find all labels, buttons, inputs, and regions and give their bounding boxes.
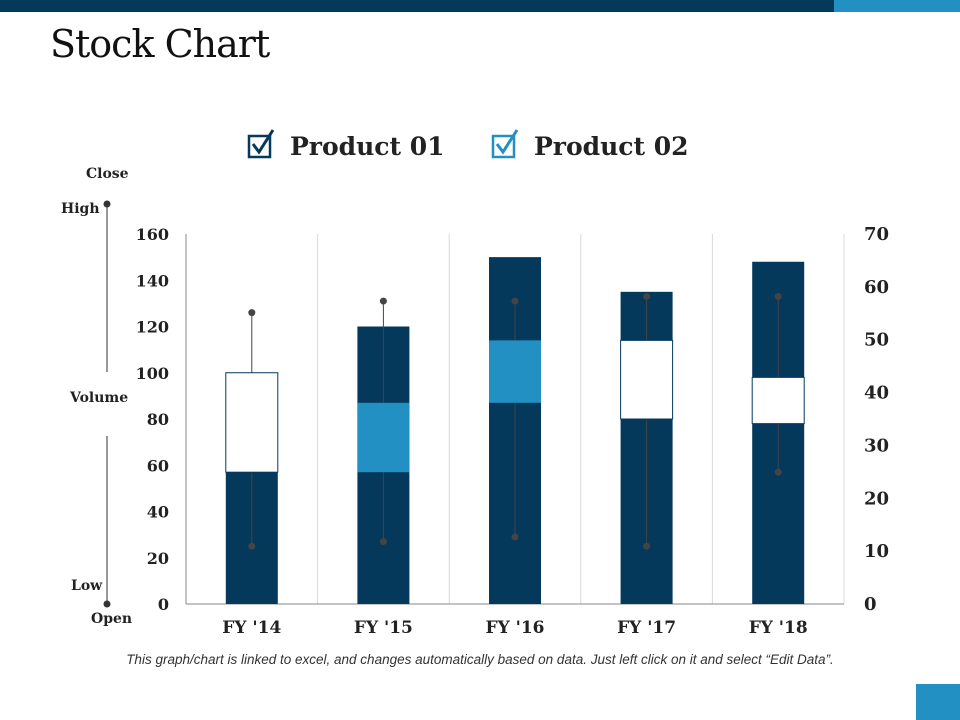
stock-key: Close High Volume Low Open [61,166,132,627]
y-left-tick-label: 0 [158,595,169,614]
candle-body [225,372,279,473]
high-marker [379,297,387,305]
legend-label: Product 02 [534,132,689,161]
y-right-tick-label: 0 [864,594,877,615]
candle-body [751,376,805,425]
x-tick-label: FY '16 [486,618,545,638]
checkbox-checked-icon [491,129,519,159]
y-left-tick-label: 40 [147,503,169,522]
candle-body [489,340,541,403]
y-right-tick-label: 10 [864,541,889,562]
top-accent-bar-light [834,0,960,12]
y-right-tick-label: 70 [864,224,889,245]
legend-item-product-02[interactable]: Product 02 [491,129,689,161]
y-right-tick-label: 50 [864,330,889,351]
y-left-tick-label: 160 [136,225,169,244]
legend-item-product-01[interactable]: Product 01 [247,129,445,161]
checkbox-checked-icon [247,129,275,159]
key-open-marker [103,600,111,608]
low-marker [774,468,782,476]
low-marker [248,542,256,550]
x-tick-label: FY '14 [222,618,281,638]
low-marker [379,538,387,546]
stock-chart: Product 01 Product 02 Close High Volume … [61,129,889,638]
y-right-tick-label: 60 [864,277,889,298]
key-label-low: Low [71,578,103,594]
footnote: This graph/chart is linked to excel, and… [126,652,834,667]
top-accent-bar-dark [0,0,834,12]
low-marker [643,542,651,550]
x-tick-label: FY '15 [354,618,413,638]
key-label-close: Close [86,166,129,182]
y-left-tick-label: 60 [147,456,169,475]
x-tick-label: FY '18 [749,618,808,638]
key-label-open: Open [91,611,132,627]
plot-area: 0 20 40 60 80 100 120 140 160 0 10 20 30 40 50 60 70 FY '… [136,224,889,638]
y-left-tick-label: 100 [136,364,169,383]
candle-body [357,402,410,473]
high-marker [511,297,519,305]
high-marker [774,292,782,300]
key-label-high: High [61,201,100,217]
page-title: Stock Chart [50,22,270,66]
chart-legend: Product 01 Product 02 [247,129,689,161]
y-left-tick-label: 20 [147,549,169,568]
y-right-tick-label: 40 [864,383,889,404]
high-marker [643,292,651,300]
y-left-tick-label: 120 [136,318,169,337]
key-label-volume: Volume [69,390,128,406]
corner-accent-square [916,684,960,720]
low-marker [511,533,519,541]
high-marker [248,309,256,317]
y-left-tick-label: 80 [147,410,169,429]
legend-label: Product 01 [290,132,445,161]
y-left-tick-label: 140 [136,271,169,290]
candle-body [620,339,674,420]
y-right-tick-label: 30 [864,435,889,456]
x-tick-label: FY '17 [617,618,676,638]
y-right-tick-label: 20 [864,488,889,509]
